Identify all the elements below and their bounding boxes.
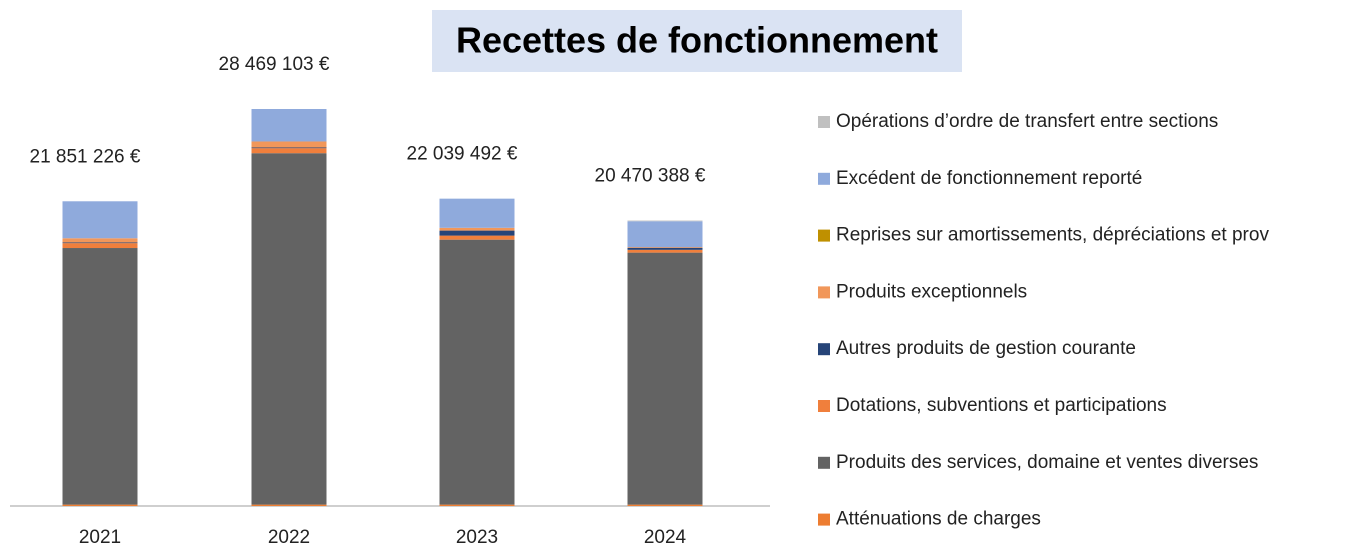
legend-label: Opérations d’ordre de transfert entre se… xyxy=(836,111,1218,132)
legend-label: Atténuations de charges xyxy=(836,509,1041,530)
bar-segment xyxy=(439,235,515,240)
legend-swatch xyxy=(818,400,830,412)
bar-segment xyxy=(251,109,327,142)
x-tick-label: 2022 xyxy=(268,527,310,548)
title-box xyxy=(432,10,962,72)
legend-label: Autres produits de gestion courante xyxy=(836,338,1136,359)
bar-segment xyxy=(627,249,703,253)
legend-label: Reprises sur amortissements, dépréciatio… xyxy=(836,225,1269,246)
legend-swatch xyxy=(818,456,830,469)
bar-segment xyxy=(251,147,327,149)
legend-swatch xyxy=(818,286,830,299)
legend-swatch xyxy=(818,116,830,128)
bar-segment xyxy=(627,252,703,505)
bar-segment xyxy=(439,227,515,231)
legend-label: Produits des services, domaine et ventes… xyxy=(836,452,1258,473)
bar-segment xyxy=(62,238,138,243)
x-tick-label: 2021 xyxy=(79,527,121,548)
x-tick-label: 2024 xyxy=(644,527,687,548)
legend-swatch xyxy=(818,229,830,242)
bar-segment xyxy=(251,141,327,148)
bar-segment xyxy=(62,242,138,244)
bar-segment xyxy=(439,198,515,228)
bar-segment xyxy=(627,221,703,248)
legend-label: Excédent de fonctionnement reporté xyxy=(836,168,1142,189)
total-label: 22 039 492 € xyxy=(407,144,518,165)
bar-segment xyxy=(439,239,515,505)
bar-segment xyxy=(62,243,138,249)
total-label: 28 469 103 € xyxy=(219,54,330,75)
total-label: 21 851 226 € xyxy=(30,146,141,167)
bar-segment xyxy=(251,148,327,154)
bar-segment xyxy=(627,247,703,248)
bar-segment xyxy=(62,248,138,505)
bar-segment xyxy=(251,153,327,505)
bar-segment xyxy=(62,504,138,506)
legend-swatch xyxy=(818,172,830,185)
bar-segment xyxy=(439,504,515,506)
bar-segment xyxy=(627,220,703,222)
chart-title: Recettes de fonctionnement xyxy=(456,20,938,61)
bar-segment xyxy=(62,201,138,239)
bar-segment xyxy=(627,247,703,250)
legend-swatch xyxy=(818,513,830,526)
legend-label: Dotations, subventions et participations xyxy=(836,395,1167,416)
bar-segment xyxy=(627,504,703,506)
legend-label: Produits exceptionnels xyxy=(836,281,1027,302)
bar-segment xyxy=(439,230,515,236)
total-label: 20 470 388 € xyxy=(595,166,706,187)
x-tick-label: 2023 xyxy=(456,527,498,548)
legend-swatch xyxy=(818,343,830,356)
bar-segment xyxy=(251,504,327,506)
